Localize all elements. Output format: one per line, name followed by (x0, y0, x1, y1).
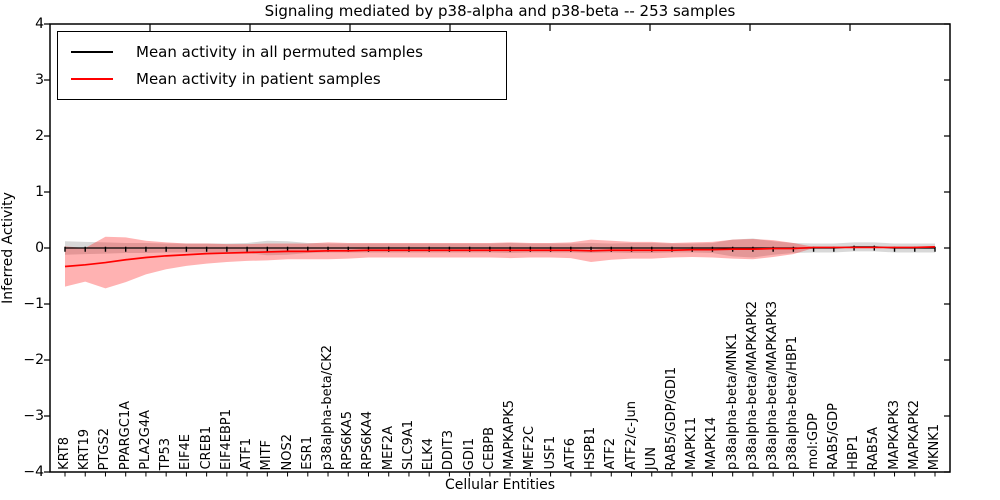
x-tick-label: ATF1 (239, 438, 255, 470)
x-tick-label: p38alpha-beta/MNK1 (724, 333, 740, 470)
x-tick-label: EIF4E (178, 433, 194, 470)
x-tick-label: MEF2A (380, 425, 396, 470)
x-tick-label: DDIT3 (441, 429, 457, 470)
y-tick-label: −1 (23, 296, 44, 312)
x-tick-label: USF1 (542, 436, 558, 470)
x-tick-label: MEF2C (522, 425, 538, 470)
x-tick-label: MKNK1 (927, 423, 942, 470)
x-tick-label: KRT19 (77, 428, 93, 470)
y-tick-label: −3 (23, 408, 44, 424)
x-tick-label: RAB5/GDP/GDI1 (663, 366, 679, 470)
x-tick-label: RPS6KA4 (360, 411, 376, 470)
y-tick-label: 3 (35, 72, 44, 88)
x-tick-label: KRT8 (57, 437, 72, 470)
legend-entry-permuted: Mean activity in all permuted samples (58, 38, 506, 65)
y-tick-label: 1 (35, 184, 44, 200)
legend-label-patient: Mean activity in patient samples (136, 69, 381, 88)
plot-border (49, 23, 951, 473)
legend: Mean activity in all permuted samples Me… (57, 31, 507, 100)
y-tick-label: 0 (35, 240, 44, 256)
x-tick-label: p38alpha-beta/MAPKAPK2 (744, 301, 760, 470)
y-tick-label: −2 (23, 352, 44, 368)
y-tick-label: 2 (35, 128, 44, 144)
x-tick-label: MAPKAPK3 (886, 400, 902, 470)
x-tick-label: PPARGC1A (117, 400, 133, 470)
x-tick-label: RAB5/GDP (825, 403, 841, 470)
x-tick-label: MAPK11 (684, 416, 700, 470)
x-tick-label: GDI1 (461, 437, 477, 470)
x-tick-label: PLA2G4A (137, 410, 153, 470)
x-tick-label: ELK4 (421, 437, 437, 470)
x-tick-label: p38alpha-beta/HBP1 (785, 335, 801, 470)
legend-line-patient-sample (71, 77, 113, 80)
legend-label-permuted: Mean activity in all permuted samples (136, 42, 423, 61)
x-tick-label: mol:GDP (805, 413, 821, 470)
x-tick-label: TP53 (158, 437, 174, 470)
x-tick-label: MAPKAPK2 (906, 400, 922, 470)
x-tick-label: p38alpha-beta/MAPKAPK3 (765, 301, 781, 470)
x-tick-label: ESR1 (299, 436, 315, 470)
x-tick-label: EIF4EBP1 (218, 408, 234, 470)
x-tick-label: RAB5A (866, 426, 882, 470)
x-tick-label: NOS2 (279, 433, 295, 470)
x-axis-title: Cellular Entities (444, 477, 556, 493)
legend-entry-patient: Mean activity in patient samples (58, 65, 506, 92)
x-tick-label: p38alpha-beta/CK2 (320, 344, 336, 470)
chart-title: Signaling mediated by p38-alpha and p38-… (264, 2, 736, 20)
legend-line-permuted-sample (71, 50, 113, 53)
left-axis-ticks (44, 23, 50, 473)
x-tick-label: CREB1 (198, 426, 214, 470)
x-tick-label: MAPKAPK5 (502, 400, 518, 470)
x-tick-label: ATF2/c-Jun (623, 401, 639, 470)
x-tick-label: MITF (259, 439, 275, 470)
x-tick-label: ATF2 (603, 438, 619, 470)
x-tick-label: PTGS2 (97, 427, 113, 470)
top-axis-ticks (149, 24, 851, 31)
x-tick-label: RPS6KA5 (340, 411, 356, 470)
x-tick-label: SLC9A1 (400, 419, 416, 470)
y-tick-label: −4 (23, 464, 44, 480)
y-tick-label: 4 (35, 16, 44, 32)
x-tick-label: CEBPB (481, 427, 497, 470)
right-axis-ticks (944, 23, 950, 473)
x-tick-label: ATF6 (562, 438, 578, 470)
x-tick-label: MAPK14 (704, 416, 720, 470)
x-tick-label: HSPB1 (583, 426, 599, 470)
patient-mean-line (64, 246, 936, 268)
bottom-axis-ticks (64, 472, 936, 477)
x-tick-label: HBP1 (846, 435, 862, 470)
x-tick-label: JUN (643, 446, 659, 470)
